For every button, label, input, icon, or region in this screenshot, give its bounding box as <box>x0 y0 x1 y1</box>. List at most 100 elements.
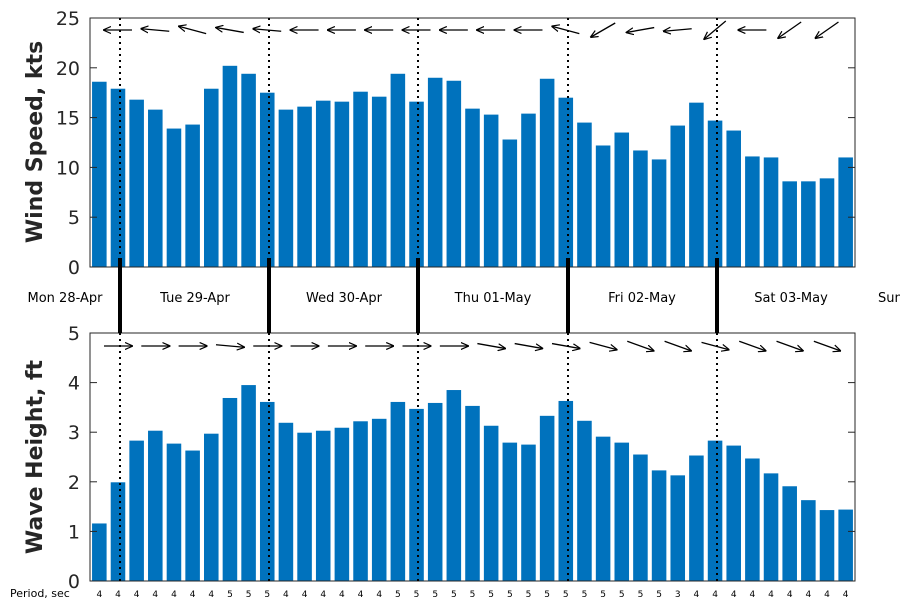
wind-bar <box>427 77 443 267</box>
wave-bar <box>315 430 331 581</box>
wind-ytick-label: 10 <box>56 157 80 179</box>
day-label: Tue 29-Apr <box>159 291 230 306</box>
period-value: 5 <box>414 590 420 600</box>
period-value: 4 <box>152 590 158 600</box>
period-value: 4 <box>302 590 308 600</box>
wave-direction-arrow <box>701 341 729 349</box>
wave-ytick-label: 3 <box>68 422 80 444</box>
wave-bar <box>782 486 797 581</box>
wind-bar <box>371 96 387 268</box>
period-value: 4 <box>694 590 700 600</box>
period-value: 4 <box>824 590 830 600</box>
wind-bar <box>446 80 462 267</box>
wind-direction-arrow <box>253 29 282 31</box>
period-value: 4 <box>843 590 849 600</box>
day-label: Thu 01-May <box>454 291 532 306</box>
wave-bar <box>241 385 256 581</box>
day-label: Fri 02-May <box>608 291 676 306</box>
wind-bar <box>483 114 499 267</box>
period-value: 5 <box>638 590 644 600</box>
day-labels: Mon 28-Apr Tue 29-Apr Wed 30-Apr Thu 01-May… <box>28 258 900 333</box>
wave-bar <box>204 433 219 581</box>
wave-bar <box>92 523 107 581</box>
wave-bar <box>745 458 760 581</box>
period-value: 5 <box>582 590 588 600</box>
wind-bar <box>502 139 518 267</box>
wave-bar <box>446 390 462 581</box>
period-value: 4 <box>339 590 345 600</box>
wind-bar <box>707 120 723 267</box>
period-value: 3 <box>675 590 681 600</box>
wind-direction-arrow <box>591 22 616 37</box>
period-value: 5 <box>264 590 270 600</box>
wind-bar <box>129 99 144 267</box>
period-label: Period, sec <box>10 587 70 600</box>
wind-bar <box>819 178 835 267</box>
period-value: 5 <box>600 590 606 600</box>
wind-bar <box>110 88 126 267</box>
wind-speed-panel: 0 5 10 15 20 25 Wind Speed, kts <box>23 8 856 279</box>
wave-bar <box>539 415 555 581</box>
wave-bar <box>763 473 779 581</box>
wave-bar <box>483 425 499 581</box>
wind-bar <box>315 100 331 267</box>
wave-ylabel: Wave Height, ft <box>23 359 48 554</box>
wind-bar <box>92 81 107 268</box>
wind-bar <box>334 101 350 267</box>
wind-direction-arrow <box>778 21 802 38</box>
wind-bar <box>241 73 256 267</box>
wind-bar <box>633 150 648 267</box>
period-value: 5 <box>507 590 513 600</box>
wave-ytick-label: 0 <box>68 571 80 593</box>
wind-bar <box>204 88 219 267</box>
wave-ytick-label: 4 <box>68 373 80 395</box>
wave-bar <box>614 442 630 581</box>
wave-bar <box>819 510 835 581</box>
period-value: 4 <box>134 590 140 600</box>
wind-bar <box>614 132 630 267</box>
day-label: Mon 28-Apr <box>28 291 104 306</box>
wave-direction-arrow <box>664 340 691 351</box>
wind-direction-arrow <box>216 28 244 34</box>
wind-bar <box>259 92 275 267</box>
wind-bar <box>763 157 779 267</box>
wind-bar <box>689 102 704 267</box>
wave-ytick-label: 5 <box>68 323 80 345</box>
period-value: 5 <box>470 590 476 600</box>
wave-bar <box>297 432 312 581</box>
wind-bar <box>558 97 574 268</box>
wind-bar <box>166 128 182 267</box>
wind-bar <box>148 109 163 267</box>
day-label: Sat 03-May <box>754 291 828 306</box>
period-row: Period, sec 4 4 4 4 4 4 4 5 5 5 4 4 4 4 4 4 5 5 5 5 5 5 5 5 5 5 5 5 5… <box>10 587 849 600</box>
period-value: 5 <box>619 590 625 600</box>
period-value: 4 <box>208 590 214 600</box>
wind-bar <box>745 156 760 267</box>
period-value: 5 <box>656 590 662 600</box>
period-value: 4 <box>731 590 737 600</box>
wave-bar <box>577 420 592 581</box>
wave-bar <box>129 440 144 581</box>
wave-bar <box>390 401 406 581</box>
wave-bar <box>707 440 723 581</box>
wind-bar <box>577 122 592 267</box>
period-value: 5 <box>395 590 401 600</box>
wave-bar <box>801 500 816 581</box>
wind-bar <box>651 159 667 267</box>
wave-bar <box>185 450 200 581</box>
day-label: Sun <box>878 291 900 306</box>
period-value: 4 <box>805 590 811 600</box>
period-value: 4 <box>768 590 774 600</box>
wave-bar <box>651 470 667 581</box>
wind-bar <box>185 124 200 267</box>
wave-bar <box>427 402 443 581</box>
period-value: 5 <box>432 590 438 600</box>
wave-bar <box>521 444 536 581</box>
wind-bar <box>782 181 797 267</box>
wave-bar <box>838 509 853 581</box>
period-value: 4 <box>787 590 793 600</box>
wave-bar <box>633 454 648 581</box>
period-value: 5 <box>451 590 457 600</box>
period-value: 5 <box>488 590 494 600</box>
